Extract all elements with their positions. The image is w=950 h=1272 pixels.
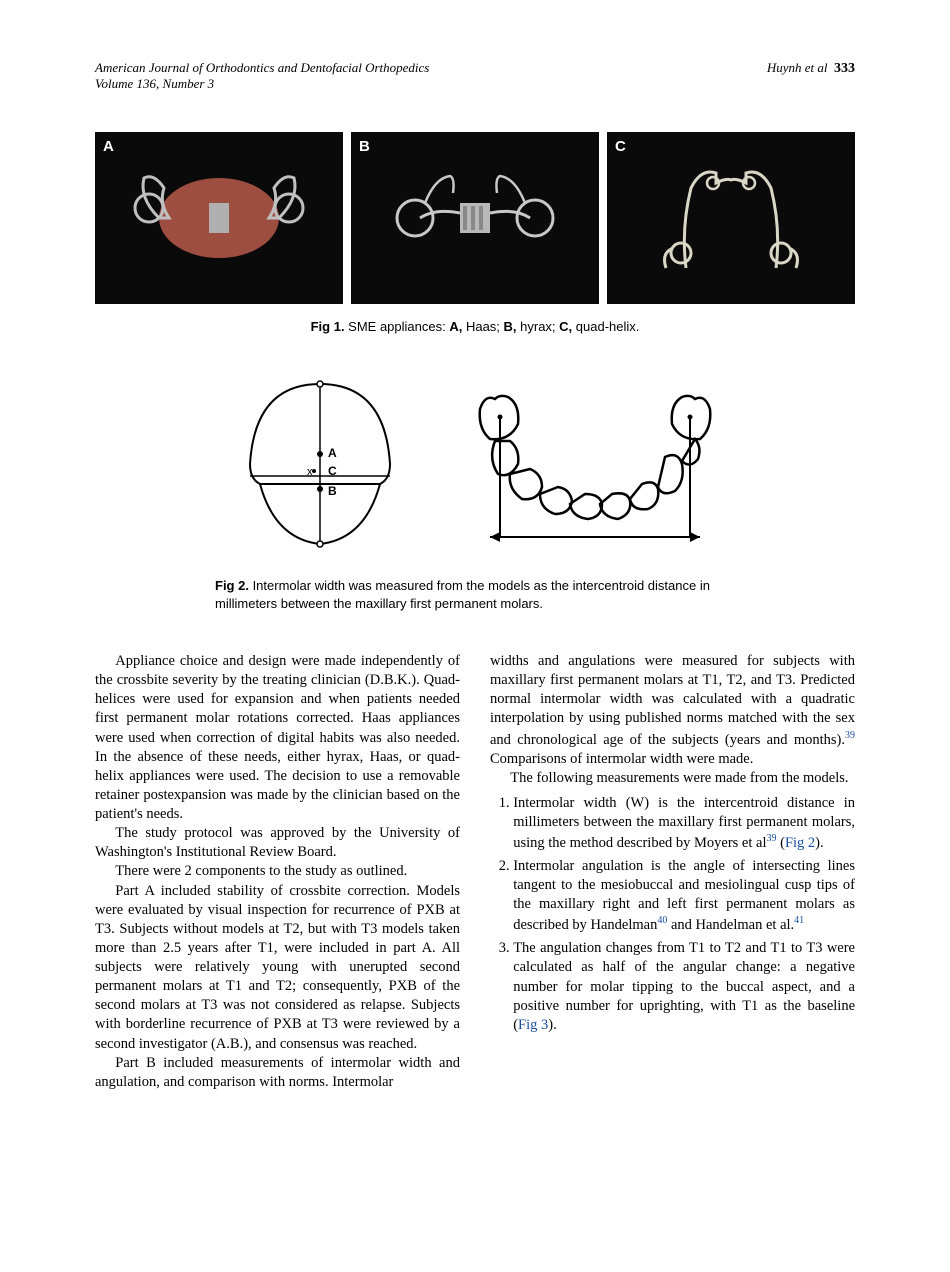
- left-p2: The study protocol was approved by the U…: [95, 824, 460, 862]
- fig2-ref[interactable]: Fig 2: [785, 835, 815, 851]
- left-p5: Part B included measurements of intermol…: [95, 1054, 460, 1092]
- journal-title: American Journal of Orthodontics and Den…: [95, 60, 429, 75]
- right-column: widths and angulations were measured for…: [490, 652, 855, 1092]
- figure-2-diagrams: A B x C: [95, 369, 855, 559]
- fig1-text1: SME appliances:: [345, 319, 450, 334]
- right-p1a: widths and angulations were measured for…: [490, 653, 855, 747]
- page-header: American Journal of Orthodontics and Den…: [95, 60, 855, 92]
- left-p1: Appliance choice and design were made in…: [95, 652, 460, 824]
- body-columns: Appliance choice and design were made in…: [95, 652, 855, 1092]
- measurement-list: Intermolar width (W) is the intercentroi…: [490, 794, 855, 1035]
- right-p1: widths and angulations were measured for…: [490, 652, 855, 769]
- fig1-b-text: hyrax;: [517, 319, 560, 334]
- quad-helix-appliance-icon: [631, 148, 831, 288]
- ref-39b[interactable]: 39: [766, 833, 776, 844]
- fig1-a: A,: [449, 319, 462, 334]
- figure-1-panel-b: B: [351, 132, 599, 304]
- point-c-label: C: [328, 464, 337, 478]
- fig2-text: Intermolar width was measured from the m…: [215, 578, 710, 611]
- ref-39[interactable]: 39: [845, 730, 855, 741]
- fig1-a-text: Haas;: [462, 319, 503, 334]
- figure-1-panel-a: A: [95, 132, 343, 304]
- fig1-c: C,: [559, 319, 572, 334]
- fig2-label: Fig 2.: [215, 578, 249, 593]
- li3b: ).: [548, 1017, 556, 1033]
- page-number: 333: [834, 61, 855, 76]
- centroid-diagram-icon: A B x C: [220, 369, 420, 559]
- authors: Huynh et al: [767, 60, 828, 75]
- point-a-label: A: [328, 446, 337, 460]
- ref-40[interactable]: 40: [657, 915, 667, 926]
- ref-41[interactable]: 41: [794, 915, 804, 926]
- fig1-label: Fig 1.: [311, 319, 345, 334]
- list-item-2: Intermolar angulation is the angle of in…: [513, 857, 855, 935]
- panel-a-label: A: [103, 138, 114, 155]
- panel-b-label: B: [359, 138, 370, 155]
- figure-1-panels: A B: [95, 132, 855, 304]
- header-authors-page: Huynh et al 333: [767, 60, 855, 92]
- li2b: and Handelman et al.: [667, 917, 794, 933]
- left-p3: There were 2 components to the study as …: [95, 862, 460, 881]
- li1b: ).: [815, 835, 823, 851]
- point-b-label: B: [328, 484, 337, 498]
- figure-2-caption: Fig 2. Intermolar width was measured fro…: [215, 577, 765, 612]
- fig1-b: B,: [504, 319, 517, 334]
- hyrax-appliance-icon: [375, 148, 575, 288]
- figure-1-panel-c: C: [607, 132, 855, 304]
- dental-arch-diagram-icon: [460, 369, 730, 559]
- volume-info: Volume 136, Number 3: [95, 76, 214, 91]
- journal-page: American Journal of Orthodontics and Den…: [0, 0, 950, 1152]
- right-p2: The following measurements were made fro…: [490, 769, 855, 788]
- header-journal-info: American Journal of Orthodontics and Den…: [95, 60, 429, 92]
- right-p1b: Comparisons of intermolar width were mad…: [490, 751, 753, 767]
- left-p4: Part A included stability of crossbite c…: [95, 882, 460, 1054]
- figure-1-caption: Fig 1. SME appliances: A, Haas; B, hyrax…: [95, 319, 855, 334]
- list-item-1: Intermolar width (W) is the intercentroi…: [513, 794, 855, 853]
- fig3-ref[interactable]: Fig 3: [518, 1017, 548, 1033]
- li3a: The angulation changes from T1 to T2 and…: [513, 940, 855, 1033]
- haas-appliance-icon: [119, 148, 319, 288]
- left-column: Appliance choice and design were made in…: [95, 652, 460, 1092]
- panel-c-label: C: [615, 138, 626, 155]
- point-x-label: x: [307, 466, 313, 478]
- fig1-c-text: quad-helix.: [572, 319, 639, 334]
- list-item-3: The angulation changes from T1 to T2 and…: [513, 939, 855, 1035]
